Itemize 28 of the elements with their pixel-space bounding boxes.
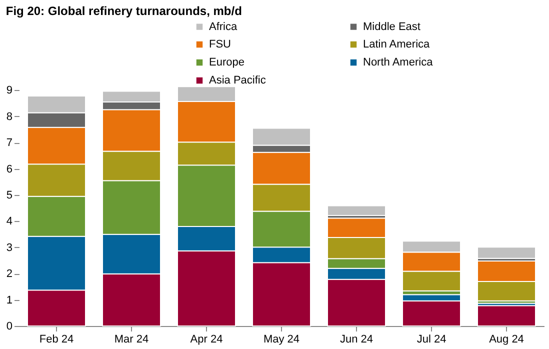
y-tick-label: 4 xyxy=(6,216,12,228)
y-tick-label: 7 xyxy=(6,137,12,150)
x-tick-label: Jun 24 xyxy=(340,334,374,346)
x-tick-label: Mar 24 xyxy=(114,334,149,346)
bar xyxy=(477,246,536,259)
y-tick-label: 0 xyxy=(6,320,12,332)
bar xyxy=(477,305,536,326)
x-tick-label: Aug 24 xyxy=(489,334,524,346)
legend-label: Middle East xyxy=(363,20,420,33)
legend-label: FSU xyxy=(209,38,232,50)
y-tick-label: 3 xyxy=(6,242,12,254)
y-tick-label: 1 xyxy=(6,294,12,306)
y-tick-label: 6 xyxy=(6,163,12,176)
legend-label: North America xyxy=(363,56,434,68)
legend-label: Africa xyxy=(209,20,238,33)
x-tick-label: Apr 24 xyxy=(190,334,223,346)
chart-title: Fig 20: Global refinery turnarounds, mb/d xyxy=(6,4,242,18)
y-tick-label: 8 xyxy=(6,110,12,123)
legend-label: Latin America xyxy=(363,38,431,50)
y-tick-label: 2 xyxy=(6,268,12,280)
legend-label: Asia Pacific xyxy=(209,74,266,86)
y-tick-label: 9 xyxy=(6,84,12,97)
legend-label: Europe xyxy=(209,56,244,68)
x-tick-label: Jul 24 xyxy=(416,334,446,346)
bar xyxy=(327,205,386,216)
x-tick-label: May 24 xyxy=(263,334,300,346)
x-tick-label: Feb 24 xyxy=(39,334,74,346)
y-tick-label: 5 xyxy=(6,190,12,202)
